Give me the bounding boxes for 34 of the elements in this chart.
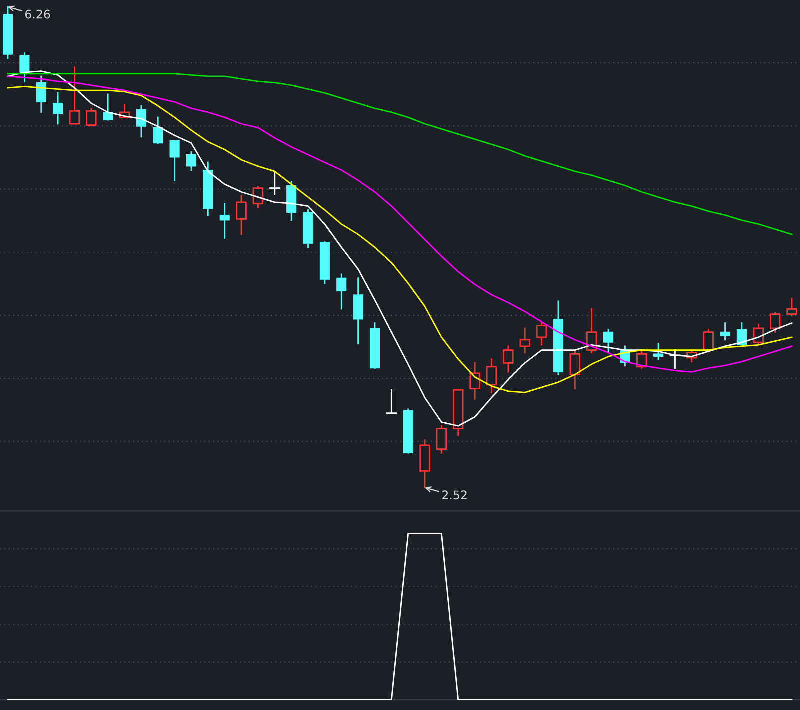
candlestick — [720, 322, 730, 341]
candlestick — [186, 152, 197, 171]
candlestick — [503, 346, 514, 373]
candlestick — [86, 108, 97, 126]
candlestick — [603, 329, 614, 354]
candlestick — [470, 362, 480, 400]
candlestick — [252, 186, 264, 208]
candlestick — [670, 350, 681, 369]
candlestick — [153, 116, 164, 144]
candlestick — [786, 298, 798, 316]
candlestick — [436, 425, 448, 454]
candlestick — [703, 329, 714, 352]
candlestick — [570, 350, 581, 390]
candlestick — [220, 203, 230, 240]
candlestick — [654, 343, 664, 360]
candlestick — [270, 172, 280, 196]
candlestick — [486, 358, 498, 394]
candlestick — [69, 66, 80, 125]
candlestick — [36, 76, 46, 114]
candlestick — [103, 94, 114, 121]
candlestick — [53, 92, 64, 125]
candlestick — [336, 274, 347, 310]
candlestick — [753, 324, 764, 346]
candlestick — [770, 312, 781, 333]
candlestick — [736, 322, 747, 346]
candlestick — [170, 140, 180, 182]
candlestick — [136, 105, 146, 138]
candlestick — [236, 195, 247, 236]
candlestick — [20, 52, 30, 82]
candlestick — [536, 322, 548, 346]
candlestick — [520, 328, 530, 354]
annotation: 6.26 — [26, 10, 50, 19]
candlestick — [386, 389, 398, 414]
text: 2.52 — [442, 490, 467, 500]
